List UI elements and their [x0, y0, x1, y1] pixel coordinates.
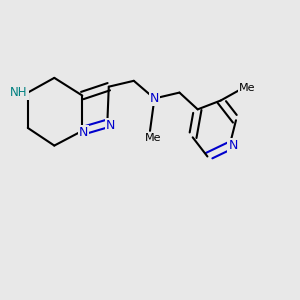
Text: N: N [228, 140, 238, 152]
Text: Me: Me [239, 83, 255, 93]
Text: N: N [150, 92, 159, 105]
Text: N: N [106, 119, 116, 132]
Text: Me: Me [145, 133, 161, 143]
Text: NH: NH [10, 86, 28, 99]
Text: N: N [79, 126, 88, 139]
